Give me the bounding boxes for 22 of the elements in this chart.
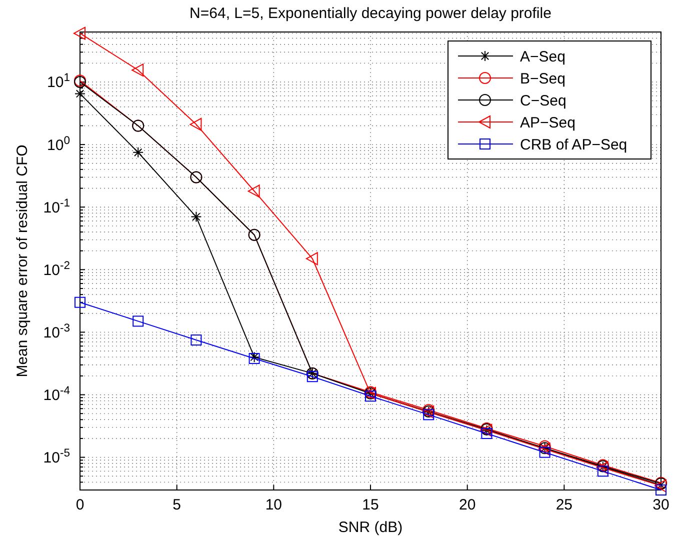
y-tick-label: 10$^{0}$ — [47, 134, 70, 154]
y-tick-label: 10$^{-1}$ — [43, 197, 70, 216]
x-tick-label: 30 — [652, 496, 670, 514]
legend-label: AP−Seq — [520, 114, 576, 132]
legend-label: B−Seq — [520, 70, 566, 88]
y-axis-title: Mean square error of residual CFO — [14, 144, 31, 378]
y-tick-label: 10$^{-5}$ — [43, 448, 70, 467]
x-tick-label: 0 — [76, 496, 84, 514]
y-tick-label: 10$^{-4}$ — [43, 384, 70, 404]
x-axis-title: SNR (dB) — [338, 519, 403, 536]
x-tick-label: 10 — [265, 496, 282, 514]
x-tick-label: 15 — [362, 496, 379, 514]
x-tick-label: 25 — [556, 496, 573, 514]
x-tick-label: 5 — [172, 496, 182, 514]
legend-label: CRB of AP−Seq — [520, 136, 628, 154]
chart-title: N=64, L=5, Exponentially decaying power delay profile — [190, 5, 552, 22]
y-tick-label: 10$^{1}$ — [47, 72, 70, 92]
y-tick-label: 10$^{-3}$ — [43, 322, 70, 342]
legend-label: C−Seq — [520, 92, 566, 110]
y-tick-label: 10$^{-2}$ — [43, 260, 70, 279]
x-tick-label: 20 — [458, 496, 476, 514]
legend-label: A−Seq — [520, 48, 566, 66]
